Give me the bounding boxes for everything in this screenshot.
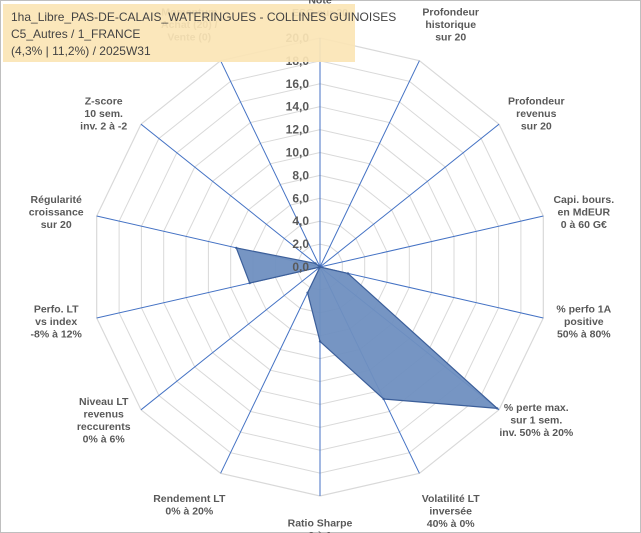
axis-label-line: Ratio Sharpe <box>288 518 353 530</box>
axis-label-line: 0 à 1 <box>308 530 332 533</box>
axis-spoke <box>319 60 420 268</box>
header-stats: (4,3% | 11,2%) / 2025W31 <box>11 44 151 58</box>
tick-label: 4,0 <box>292 214 309 228</box>
axis-label-line: Volatilité LT <box>422 493 481 505</box>
radar-series-layer <box>235 246 499 410</box>
axis-spoke <box>140 266 321 411</box>
axis-label-line: inv. 50% à 20% <box>499 427 574 439</box>
axis-spoke <box>319 266 544 319</box>
axis-spoke <box>319 215 544 268</box>
header-title: 1ha_Libre_PAS-DE-CALAIS_WATERINGUES - CO… <box>11 10 397 24</box>
axis-label-line: 50% à 80% <box>557 329 611 341</box>
axis-label-line: Perfo. LT <box>34 304 79 316</box>
axis-label: Volatilité LT inversée 40% à 0% <box>422 493 481 530</box>
series-point <box>235 246 238 250</box>
axis-spoke <box>220 266 321 474</box>
axis-label: % perte max. sur 1 sem. inv. 50% à 20% <box>499 402 574 439</box>
tick-label: 8,0 <box>292 168 309 182</box>
axis-label-line: Z-score <box>85 95 123 107</box>
axis-label-line: 10 sem. <box>84 108 123 120</box>
tick-label: 16,0 <box>286 77 310 91</box>
axis-label: % perfo 1A positive 50% à 80% <box>556 304 611 341</box>
axis-label: Régularité croissance sur 20 <box>29 194 84 231</box>
axis-label-line: revenus <box>84 408 124 420</box>
axis-label: Capi. bours. en MdEUR 0 à 60 G€ <box>553 194 614 231</box>
series-area <box>235 247 499 410</box>
axis-label-line: -8% à 12% <box>31 329 83 341</box>
axis-label: Niveau LT revenus reccurents 0% à 6% <box>77 396 131 446</box>
series-point <box>306 291 309 294</box>
series-point <box>496 407 499 410</box>
tick-label: 10,0 <box>286 146 310 160</box>
axis-label-line: croissance <box>29 207 84 219</box>
tick-label: 2,0 <box>292 237 309 251</box>
axis-label: Z-score 10 sem. inv. 2 à -2 <box>80 95 127 132</box>
tick-label: 12,0 <box>286 123 310 137</box>
radar-tick-labels: 0,02,04,06,08,010,012,014,016,018,020,0 <box>286 31 310 274</box>
tick-label: 0,0 <box>292 260 309 274</box>
axis-label: Profondeur historique sur 20 <box>422 6 479 43</box>
series-point <box>314 262 317 265</box>
axis-label-line: Note <box>308 0 331 7</box>
axis-spoke <box>319 123 500 268</box>
axis-label-line: vs index <box>35 316 77 328</box>
tick-label: 6,0 <box>292 191 309 205</box>
axis-label-line: sur 20 <box>521 120 552 132</box>
axis-label-line: Profondeur <box>508 95 565 107</box>
axis-label-line: en MdEUR <box>558 207 611 219</box>
chart-header-box: 1ha_Libre_PAS-DE-CALAIS_WATERINGUES - CO… <box>3 4 396 62</box>
axis-label: Rendement LT 0% à 20% <box>153 493 226 517</box>
axis-label-line: reccurents <box>77 421 131 433</box>
axis-label-line: 0 à 60 G€ <box>561 219 607 231</box>
axis-label-line: Régularité <box>31 194 83 206</box>
axis-label-line: 0% à 20% <box>165 506 214 518</box>
axis-label-line: sur 1 sem. <box>510 415 562 427</box>
axis-label-line: inversée <box>429 506 472 518</box>
axis-label-line: historique <box>425 19 476 31</box>
axis-label-line: 0% à 6% <box>83 433 126 445</box>
axis-label-line: inv. 2 à -2 <box>80 120 127 132</box>
axis-label: Profondeur revenus sur 20 <box>508 95 565 132</box>
axis-label-line: Profondeur <box>422 6 479 18</box>
axis-label-line: Capi. bours. <box>553 194 614 206</box>
series-point <box>248 281 251 285</box>
axis-label-line: sur 20 <box>41 219 72 231</box>
series-point <box>382 397 385 401</box>
axis-label-line: % perte max. <box>504 402 569 414</box>
axis-label-line: 40% à 0% <box>427 518 476 530</box>
tick-label: 14,0 <box>286 100 310 114</box>
axis-label-line: sur 20 <box>435 31 466 43</box>
header-category: C5_Autres / 1_FRANCE <box>11 27 141 41</box>
axis-label-line: Rendement LT <box>153 493 226 505</box>
axis-label: Perfo. LT vs index -8% à 12% <box>31 304 83 341</box>
series-point <box>318 340 322 343</box>
axis-spoke <box>220 60 321 268</box>
axis-label-line: revenus <box>516 108 556 120</box>
axis-label-line: positive <box>564 316 604 328</box>
axis-label-line: Niveau LT <box>79 396 129 408</box>
axis-spoke <box>140 123 321 268</box>
axis-label: Ratio Sharpe0 à 1 <box>288 518 353 533</box>
series-point <box>346 272 350 275</box>
series-point <box>318 265 322 269</box>
axis-label-line: % perfo 1A <box>556 304 611 316</box>
